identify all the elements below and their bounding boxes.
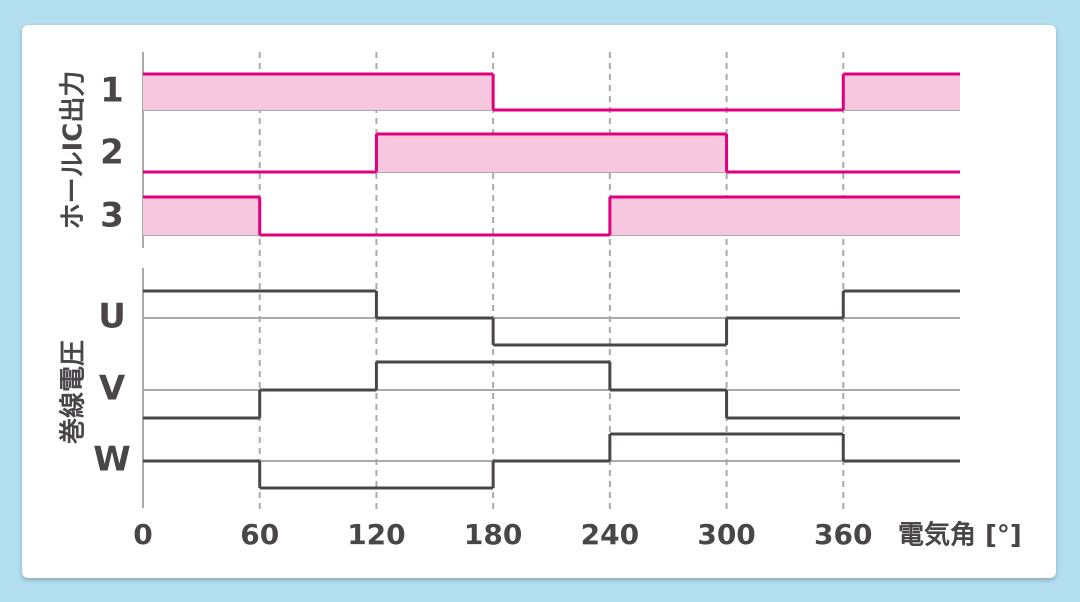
x-tick-label: 120: [347, 518, 405, 551]
group-label: ホールIC出力: [59, 71, 89, 230]
row-label: 2: [100, 133, 124, 173]
row-label: V: [99, 369, 126, 409]
row-label: U: [98, 297, 126, 337]
level-fill: [609, 197, 960, 235]
x-tick-label: 300: [697, 518, 755, 551]
group-label: 巻線電圧: [58, 340, 89, 445]
row-label: W: [93, 440, 131, 480]
x-tick-label: 60: [240, 518, 279, 551]
level-fill: [376, 134, 727, 172]
x-axis-label: 電気角 [°]: [898, 520, 1022, 551]
x-tick-label: 360: [814, 518, 872, 551]
x-tick-label: 180: [464, 518, 522, 551]
level-fill: [143, 74, 494, 110]
row-label: 3: [100, 196, 124, 236]
level-fill: [143, 197, 260, 235]
x-tick-label: 0: [133, 518, 152, 551]
card: [22, 25, 1056, 578]
x-tick-label: 240: [581, 518, 639, 551]
row-label: 1: [100, 71, 124, 111]
level-fill: [843, 74, 960, 110]
